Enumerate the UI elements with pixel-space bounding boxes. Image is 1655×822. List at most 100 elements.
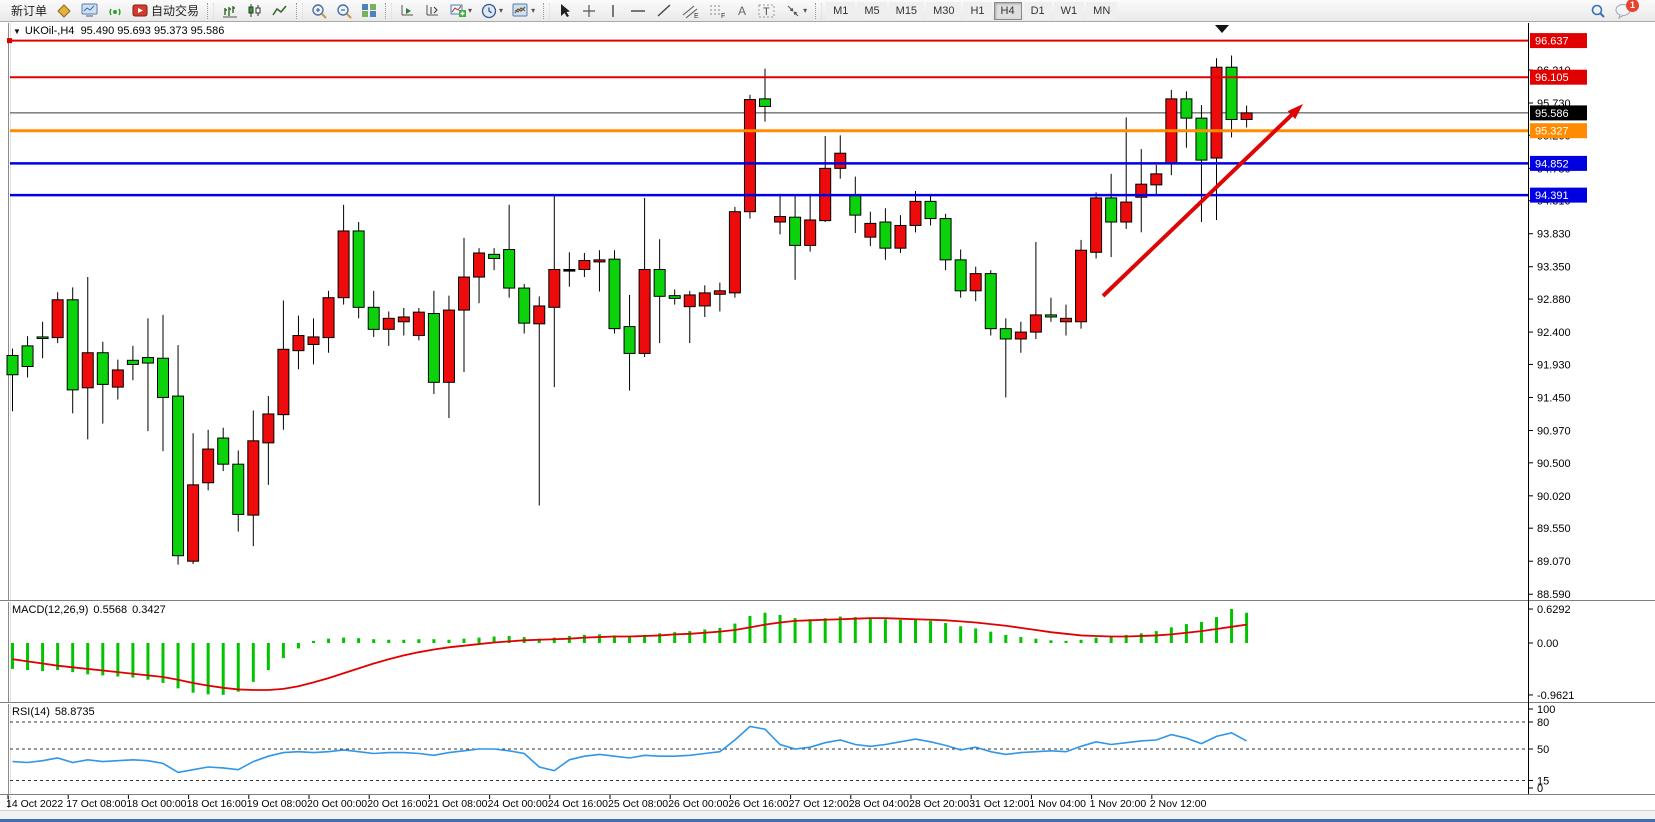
price-axis-label[interactable]: 93.350 [1537,262,1571,274]
fibonacci-button[interactable]: F [704,1,730,21]
toolbar: 新订单 自动交易 [0,0,1655,22]
tf-button-M30[interactable]: M30 [926,1,962,20]
arrows-button[interactable]: ▾ [781,1,811,21]
price-axis-label[interactable]: 90.500 [1537,458,1571,470]
chart-shift-button[interactable] [421,1,445,21]
candle-body [909,200,922,226]
candle-body [713,290,726,295]
price-axis-label[interactable]: 90.970 [1537,425,1571,437]
rsi-axis-label[interactable]: 50 [1537,744,1549,756]
date-axis-label[interactable]: 20 Oct 00:00 [307,798,367,810]
bar-chart-button[interactable] [218,1,242,21]
notifications-button[interactable]: 1 [1611,0,1639,21]
price-axis-label[interactable]: 91.450 [1537,392,1571,404]
date-axis-label[interactable]: 28 Oct 04:00 [849,798,909,810]
tf-button-M1[interactable]: M1 [826,1,856,20]
macd-axis-label[interactable]: 0.6292 [1537,604,1571,616]
date-axis-label[interactable]: 17 Oct 08:00 [66,798,126,810]
candle-body [683,294,696,308]
date-axis-label[interactable]: 14 Oct 2022 [6,798,63,810]
rsi-name: RSI(14) [12,706,50,718]
tile-windows-button[interactable] [357,1,381,21]
tf-button-H1[interactable]: H1 [963,1,992,20]
date-axis-label[interactable]: 26 Oct 16:00 [728,798,788,810]
price-axis-label[interactable]: 91.930 [1537,359,1571,371]
macd-axis-label[interactable]: -0.9621 [1537,690,1574,702]
date-axis-label[interactable]: 31 Oct 12:00 [969,798,1029,810]
price-axis-label[interactable]: 89.070 [1537,556,1571,568]
date-axis-label[interactable]: 1 Nov 04:00 [1029,798,1086,810]
price-badge-label: 95.586 [1535,108,1569,120]
hline-button[interactable] [625,1,651,21]
candle-body [442,309,455,383]
date-axis-label[interactable]: 28 Oct 20:00 [909,798,969,810]
date-axis-label[interactable]: 21 Oct 08:00 [427,798,487,810]
tf-button-M15[interactable]: M15 [888,1,925,20]
date-axis-label[interactable]: 25 Oct 08:00 [608,798,668,810]
line-chart-button[interactable] [268,1,292,21]
line-handle[interactable] [7,38,12,44]
macd-axis-label[interactable]: 0.00 [1537,638,1558,650]
candle-body [698,292,711,307]
trendline-button[interactable] [652,1,676,21]
tf-button-D1[interactable]: D1 [1023,1,1052,20]
autotrade-button[interactable]: 自动交易 [128,1,203,21]
zoom-out-button[interactable] [332,1,356,21]
crosshair-button[interactable] [577,1,601,21]
date-axis-label[interactable]: 18 Oct 16:00 [187,798,247,810]
candle-body [789,216,802,246]
svg-text:T: T [763,6,770,18]
new-order-button[interactable]: 新订单 [4,1,51,21]
candle-body [879,221,892,249]
price-axis-label[interactable]: 89.550 [1537,523,1571,535]
svg-text:E: E [694,13,699,19]
market-watch-button[interactable] [77,1,102,21]
candle-body [774,216,787,223]
date-axis-label[interactable]: 1 Nov 20:00 [1090,798,1147,810]
date-axis-label[interactable]: 26 Oct 00:00 [668,798,728,810]
auto-scroll-button[interactable] [396,1,420,21]
rsi-axis-label[interactable]: 15 [1537,776,1549,788]
tf-button-MN[interactable]: MN [1086,1,1118,20]
text-button[interactable]: A [731,1,753,21]
indicators-button[interactable]: ▾ [446,1,476,21]
date-axis-label[interactable]: 24 Oct 00:00 [488,798,548,810]
search-button[interactable] [1586,1,1610,21]
rsi-axis-label[interactable]: 0 [1537,783,1543,795]
chart-shift-marker[interactable] [1215,25,1229,33]
price-axis-label[interactable]: 88.590 [1537,589,1571,601]
candlestick-button[interactable] [243,1,267,21]
cursor-button[interactable] [554,1,576,21]
tf-button-M5[interactable]: M5 [857,1,887,20]
trend-arrow-head[interactable] [1287,104,1303,120]
periods-button[interactable]: ▾ [477,1,507,21]
tf-button-W1[interactable]: W1 [1053,1,1085,20]
signals-button[interactable] [103,1,127,21]
price-axis-label[interactable]: 90.020 [1537,491,1571,503]
vline-button[interactable] [602,1,624,21]
price-axis-label[interactable]: 93.830 [1537,229,1571,241]
channel-button[interactable]: E [677,1,703,21]
rsi-axis-label[interactable]: 80 [1537,717,1549,729]
timeframe-group: M1 M5 M15 M30 H1 H4 D1 W1 MN [826,1,1118,20]
date-axis-label[interactable]: 20 Oct 16:00 [367,798,427,810]
date-axis-label[interactable]: 24 Oct 16:00 [548,798,608,810]
date-axis-label[interactable]: 19 Oct 08:00 [247,798,307,810]
zoom-in-button[interactable] [307,1,331,21]
price-axis-label[interactable]: 92.400 [1537,327,1571,339]
navigator-button[interactable] [52,1,76,21]
candle-body [367,306,380,330]
rsi-axis-label[interactable]: 100 [1537,704,1555,716]
tf-button-H4[interactable]: H4 [993,1,1022,20]
date-axis-label[interactable]: 27 Oct 12:00 [789,798,849,810]
price-axis-label[interactable]: 92.880 [1537,294,1571,306]
label-button[interactable]: T [754,1,780,21]
date-axis-label[interactable]: 18 Oct 00:00 [126,798,186,810]
template-icon [512,3,528,17]
trend-arrow-line[interactable] [1101,110,1296,298]
date-axis-label[interactable]: 2 Nov 12:00 [1150,798,1207,810]
one-click-toggle-icon[interactable]: ▼ [13,27,21,36]
templates-button[interactable]: ▾ [508,1,539,21]
